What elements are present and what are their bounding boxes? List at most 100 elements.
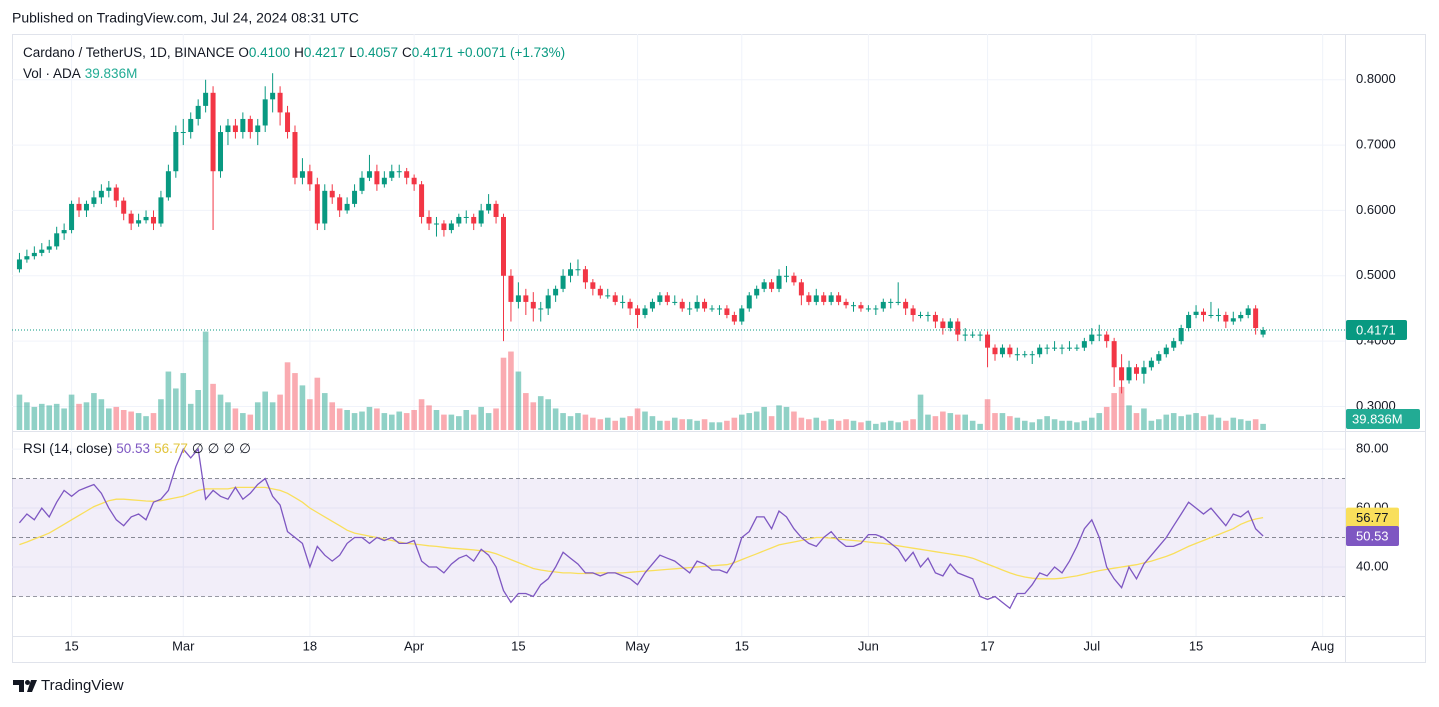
candle-body xyxy=(605,295,611,297)
candle-body xyxy=(113,187,119,201)
volume-bar xyxy=(783,406,790,430)
volume-bar xyxy=(38,403,45,430)
candle-body xyxy=(858,305,864,309)
candle-body xyxy=(545,295,551,309)
volume-bar xyxy=(1141,408,1147,430)
candle-body xyxy=(121,200,127,214)
candle-body xyxy=(31,252,37,257)
volume-bar xyxy=(374,408,380,430)
candle-body xyxy=(1223,314,1229,322)
volume-bar xyxy=(1230,417,1237,430)
volume-bar xyxy=(679,419,686,430)
candle-body xyxy=(918,314,924,316)
candle-body xyxy=(836,295,842,302)
symbol-title: Cardano / TetherUS, 1D, BINANCE xyxy=(23,45,235,60)
volume-bar xyxy=(806,419,812,430)
volume-bar xyxy=(612,420,619,430)
candle-body xyxy=(999,347,1005,355)
volume-bar xyxy=(575,413,581,430)
candle-body xyxy=(54,233,60,247)
frame xyxy=(12,34,1426,663)
candle-body xyxy=(1178,328,1184,342)
volume-bar xyxy=(53,403,60,430)
volume-bar xyxy=(753,411,760,430)
last-price-box xyxy=(1346,319,1407,340)
volume-bar xyxy=(158,399,164,430)
volume-bar xyxy=(210,383,216,430)
candle-body xyxy=(508,275,514,302)
volume-bar xyxy=(470,414,477,430)
volume-bar xyxy=(463,410,470,430)
logo-mark xyxy=(27,680,37,692)
candle-body xyxy=(1208,314,1214,316)
marks xyxy=(12,73,1345,610)
volume-bar xyxy=(1237,419,1244,430)
candle-body xyxy=(873,308,879,310)
candle-body xyxy=(1037,347,1043,355)
volume-bar xyxy=(1185,414,1192,430)
volume-bar xyxy=(724,420,730,430)
candle-body xyxy=(977,334,983,336)
candle-body xyxy=(448,223,454,231)
logo-mark xyxy=(13,680,24,692)
candle-body xyxy=(419,184,425,217)
y-tick-label: 0.6000 xyxy=(1356,202,1396,217)
candle-body xyxy=(322,190,328,224)
volume-bar xyxy=(984,399,991,430)
candle-body xyxy=(374,171,380,185)
candle-body xyxy=(769,282,775,289)
volume-bar xyxy=(403,413,410,430)
candle-body xyxy=(150,216,156,224)
candle-body xyxy=(270,92,276,100)
volume-bar xyxy=(709,422,715,430)
candle-body xyxy=(590,282,596,289)
candle-body xyxy=(806,295,812,302)
candle-body xyxy=(16,259,22,270)
ohlc-key: O xyxy=(238,45,249,60)
volume-bar xyxy=(307,399,313,430)
volume-bar xyxy=(977,423,983,430)
candle-body xyxy=(1245,308,1251,315)
candle-body xyxy=(739,308,745,322)
volume-bar xyxy=(1036,419,1043,430)
candle-body xyxy=(396,171,402,173)
volume-bar xyxy=(98,399,105,430)
volume-bar xyxy=(865,420,872,430)
volume-bar xyxy=(128,411,134,430)
candle-body xyxy=(575,269,581,271)
candle-body xyxy=(225,125,231,133)
candle-body xyxy=(1052,347,1058,349)
volume-bar xyxy=(46,405,53,430)
volume-bar xyxy=(1245,420,1251,430)
volume-bar xyxy=(590,417,596,430)
symbol-legend: Cardano / TetherUS, 1D, BINANCE O0.4100 H0… xyxy=(23,45,569,60)
candle-body xyxy=(277,92,283,113)
candle-body xyxy=(1111,341,1117,368)
volume-legend: Vol · ADA 39.836M xyxy=(23,66,141,81)
x-tick-label: 15 xyxy=(1189,638,1203,653)
volume-bar xyxy=(150,413,157,430)
candle-body xyxy=(985,334,991,348)
ohlc-value: 0.4171 xyxy=(411,45,454,60)
candle-body xyxy=(895,301,901,303)
volume-bar xyxy=(1074,422,1080,430)
candle-body xyxy=(337,197,343,211)
candle-body xyxy=(523,295,529,302)
volume-bar xyxy=(1029,422,1036,430)
volume-bar xyxy=(1208,414,1214,430)
candle-body xyxy=(39,249,45,253)
candle-body xyxy=(1059,347,1065,349)
volume-bar xyxy=(1223,420,1229,430)
volume-bar xyxy=(537,396,544,430)
candle-body xyxy=(620,301,626,303)
candle-body xyxy=(1022,354,1028,356)
x-tick-label: 15 xyxy=(511,638,525,653)
volume-bar xyxy=(634,408,641,430)
volume-bar xyxy=(262,391,268,430)
y-tick-label: 0.5000 xyxy=(1356,267,1396,282)
volume-bar xyxy=(686,419,693,430)
candle-body xyxy=(1133,367,1139,374)
volume-bar xyxy=(1044,416,1050,430)
candle-body xyxy=(1163,347,1169,355)
